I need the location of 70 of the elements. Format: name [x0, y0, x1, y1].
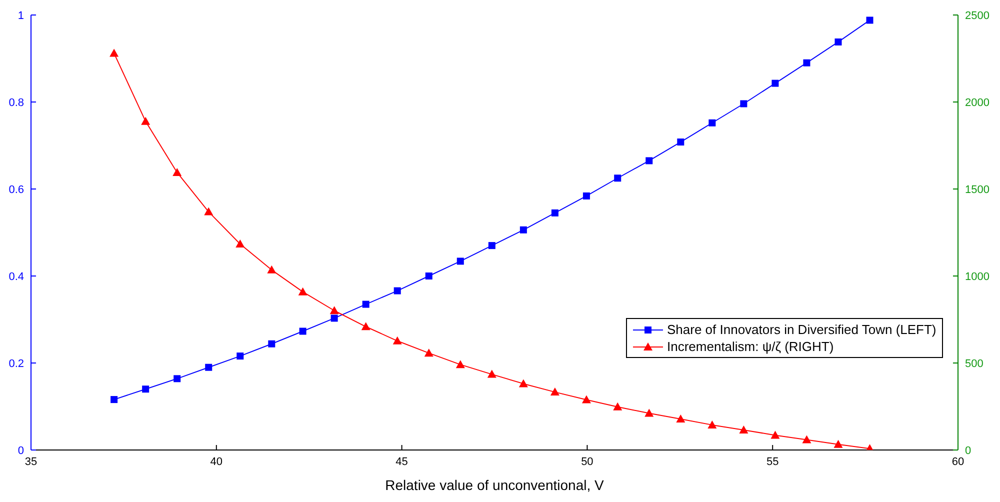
- point: [803, 59, 810, 66]
- point: [520, 226, 527, 234]
- point: [174, 375, 181, 382]
- point: [740, 100, 748, 108]
- y-tick-label: 0.6: [8, 184, 24, 196]
- point: [518, 379, 528, 388]
- x-tick-label: 55: [766, 456, 779, 468]
- point: [330, 306, 339, 314]
- point: [708, 420, 717, 428]
- point: [236, 352, 244, 360]
- y-tick-label: 0.2: [8, 358, 24, 370]
- x-tick-label: 35: [24, 456, 38, 468]
- point: [834, 440, 843, 448]
- point: [613, 402, 622, 410]
- point: [677, 138, 684, 146]
- y2-tick-label: 1500: [965, 184, 990, 196]
- legend-label: Share of Innovators in Diversified Town (LEFT): [667, 321, 936, 338]
- point: [676, 414, 686, 423]
- point: [141, 116, 150, 125]
- point: [644, 408, 654, 417]
- point: [298, 287, 308, 296]
- y2-tick-label: 2000: [965, 96, 990, 109]
- point: [204, 207, 214, 216]
- point: [487, 370, 496, 378]
- point: [772, 80, 779, 87]
- point: [362, 300, 370, 308]
- point: [739, 425, 748, 434]
- x-tick-label: 45: [396, 456, 408, 468]
- x-axis-title: Relative value of unconventional, V: [385, 477, 605, 493]
- point: [236, 239, 245, 248]
- point: [268, 340, 276, 348]
- point: [582, 192, 590, 200]
- y2-tick-label: 0: [965, 444, 972, 457]
- point: [550, 388, 560, 396]
- point: [330, 314, 338, 322]
- y2-tick-label: 1000: [965, 270, 990, 283]
- x-tick-label: 40: [210, 456, 223, 468]
- point: [425, 272, 432, 280]
- point: [361, 322, 370, 330]
- point: [646, 157, 653, 164]
- point: [110, 396, 118, 404]
- y-tick-label: 0.4: [8, 270, 24, 283]
- point: [802, 435, 812, 444]
- point: [582, 395, 591, 404]
- point: [110, 48, 119, 57]
- x-tick-label: 60: [952, 456, 964, 468]
- point: [551, 209, 558, 216]
- y-tick-label: 1: [18, 10, 24, 22]
- y-tick-label: 0.8: [8, 96, 24, 109]
- y2-tick-label: 500: [965, 358, 984, 370]
- legend-label: Incrementalism: ψ/ζ (RIGHT): [667, 338, 834, 355]
- point: [267, 265, 276, 274]
- point: [834, 38, 842, 46]
- y-tick-label: 0: [18, 444, 24, 457]
- point: [299, 328, 306, 335]
- point: [394, 287, 401, 294]
- point: [142, 386, 150, 393]
- y2-tick-label: 2500: [965, 10, 990, 22]
- x-tick-label: 50: [581, 456, 594, 468]
- point: [392, 336, 402, 344]
- point: [172, 168, 182, 176]
- point: [614, 174, 622, 182]
- point: [424, 348, 434, 357]
- point: [456, 258, 464, 265]
- point: [866, 16, 874, 24]
- point: [456, 360, 465, 368]
- point: [205, 364, 212, 371]
- point: [708, 119, 716, 126]
- point: [488, 242, 496, 250]
- point: [770, 430, 780, 439]
